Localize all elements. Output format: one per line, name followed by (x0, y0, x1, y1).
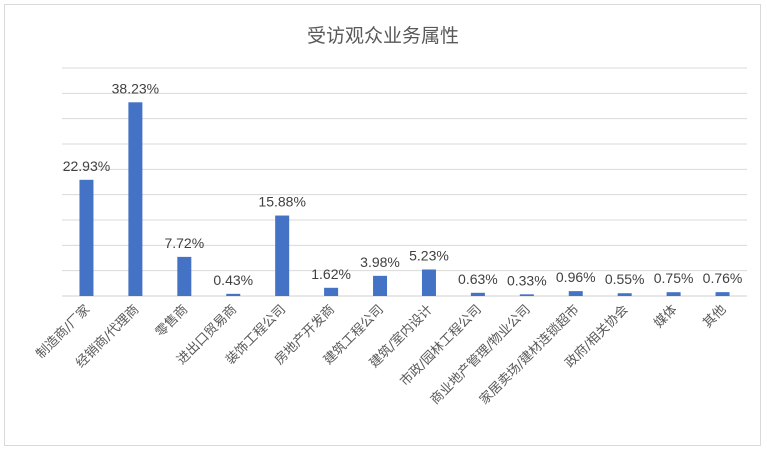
data-label: 38.23% (112, 80, 159, 96)
chart-title: 受访观众业务属性 (307, 25, 459, 47)
bar (79, 179, 94, 296)
data-label: 0.75% (654, 270, 694, 286)
data-label: 22.93% (63, 158, 110, 174)
data-label: 15.88% (258, 194, 305, 210)
data-label: 1.62% (311, 266, 351, 282)
bar (373, 275, 388, 296)
gridlines (62, 67, 747, 297)
bar (128, 102, 143, 296)
x-tick-label: 家居卖场/建材连锁超市 (476, 302, 582, 408)
data-label: 0.43% (213, 272, 253, 288)
data-label: 0.96% (556, 269, 596, 285)
bar (324, 287, 339, 296)
bar (226, 293, 241, 296)
x-tick-label: 媒体 (651, 302, 680, 331)
data-label: 0.63% (458, 271, 498, 287)
x-tick-label: 市政/园林工程公司 (397, 302, 485, 390)
bar (715, 292, 730, 296)
data-label: 0.55% (605, 271, 645, 287)
data-label: 5.23% (409, 248, 449, 264)
bar (177, 256, 192, 296)
chart-frame: 受访观众业务属性 22.93% 38.23% 7.72% 0.43% 15.88% 1.6… (4, 4, 761, 446)
chart-svg: 受访观众业务属性 22.93% 38.23% 7.72% 0.43% 15.88% 1.6… (33, 25, 747, 408)
bar (666, 292, 681, 296)
bar (568, 291, 583, 296)
data-label: 0.76% (703, 270, 743, 286)
x-tick-label: 其他 (700, 302, 729, 331)
x-tick-label: 零售商 (152, 302, 191, 341)
bar (470, 292, 485, 296)
bars-group (79, 102, 730, 296)
bar (421, 269, 436, 296)
data-label: 3.98% (360, 254, 400, 270)
data-labels-group: 22.93% 38.23% 7.72% 0.43% 15.88% 1.62% 3.98% 5.… (63, 80, 743, 288)
data-label: 0.33% (507, 272, 547, 288)
bar (519, 294, 534, 296)
bar (617, 293, 632, 296)
data-label: 7.72% (164, 235, 204, 251)
bar (275, 215, 290, 296)
